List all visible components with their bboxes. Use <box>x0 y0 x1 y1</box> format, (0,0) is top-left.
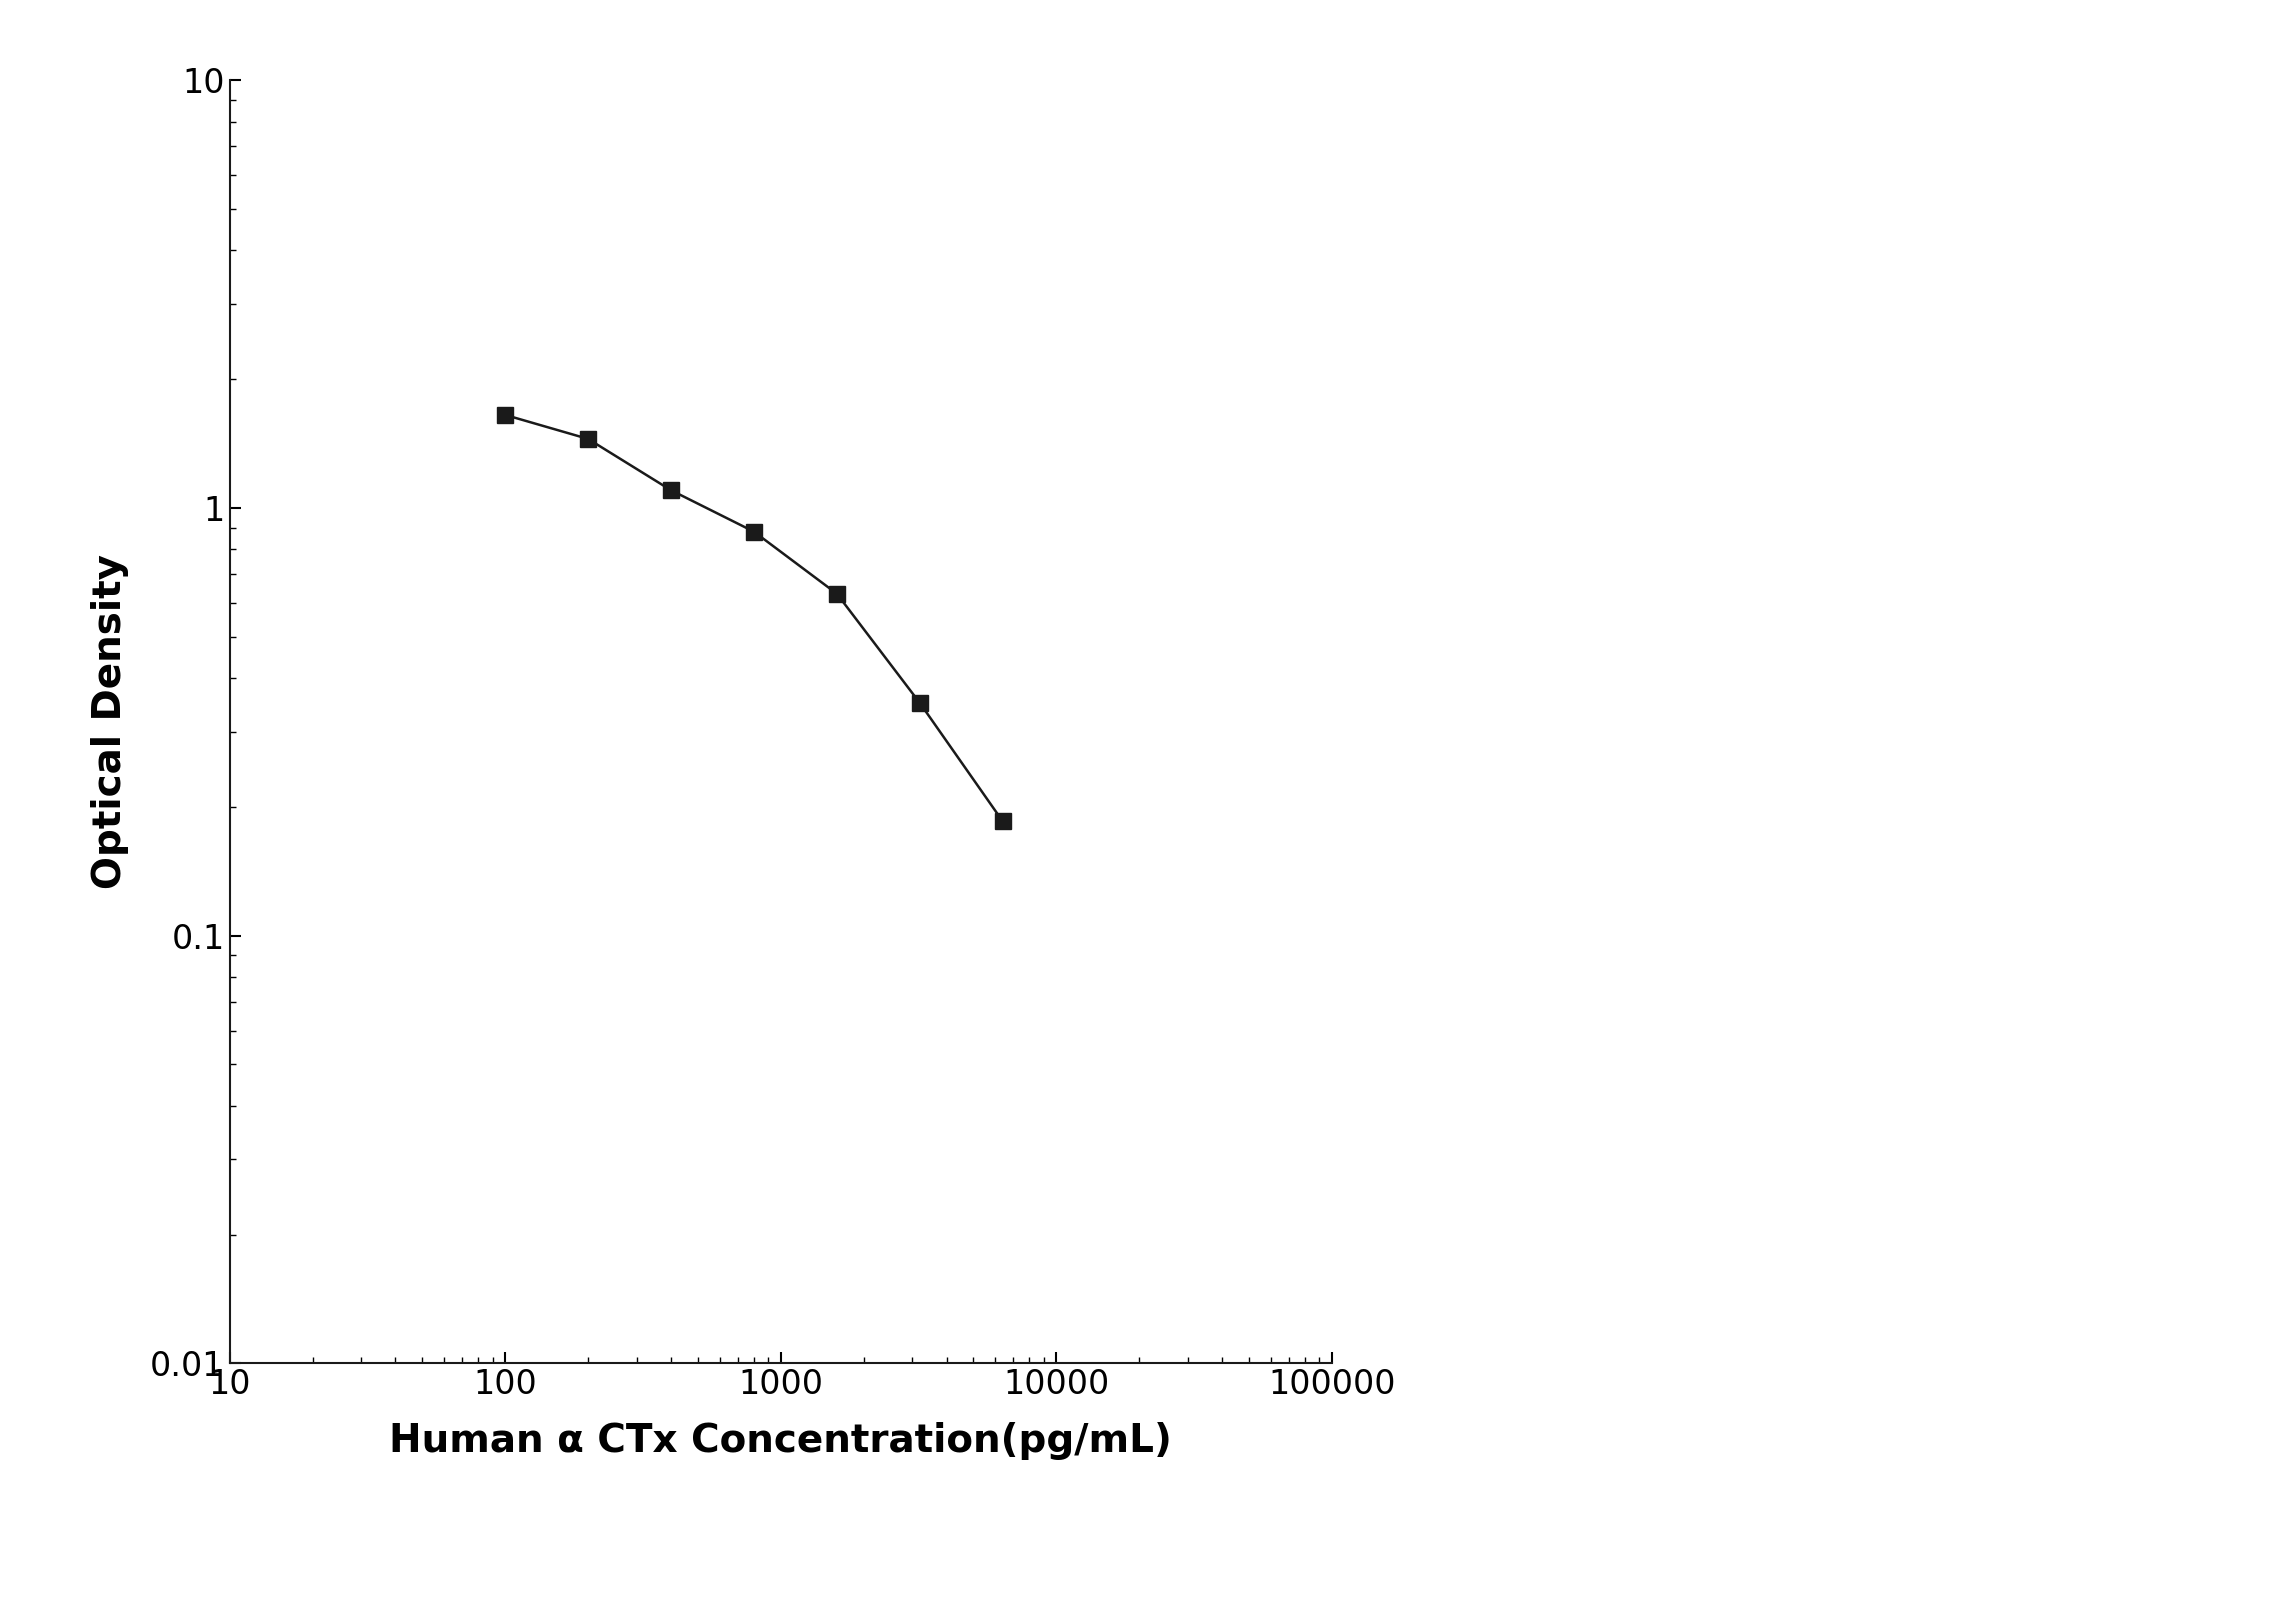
Y-axis label: Optical Density: Optical Density <box>92 555 129 889</box>
X-axis label: Human α CTx Concentration(pg/mL): Human α CTx Concentration(pg/mL) <box>390 1423 1171 1460</box>
